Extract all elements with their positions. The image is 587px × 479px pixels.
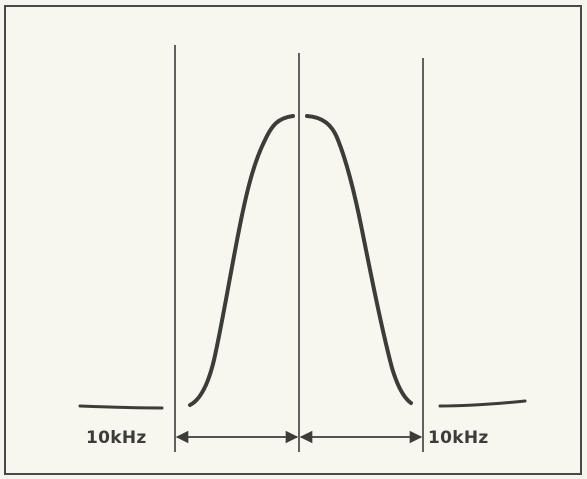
left-bandwidth-label: 10kHz — [86, 428, 147, 448]
right-bandwidth-label: 10kHz — [428, 428, 489, 448]
response-curve-left-half — [188, 114, 295, 407]
right-baseline-trace — [438, 399, 527, 408]
left-baseline-trace — [78, 404, 164, 410]
diagram-frame — [4, 5, 582, 475]
response-curve-right-half — [305, 114, 413, 405]
